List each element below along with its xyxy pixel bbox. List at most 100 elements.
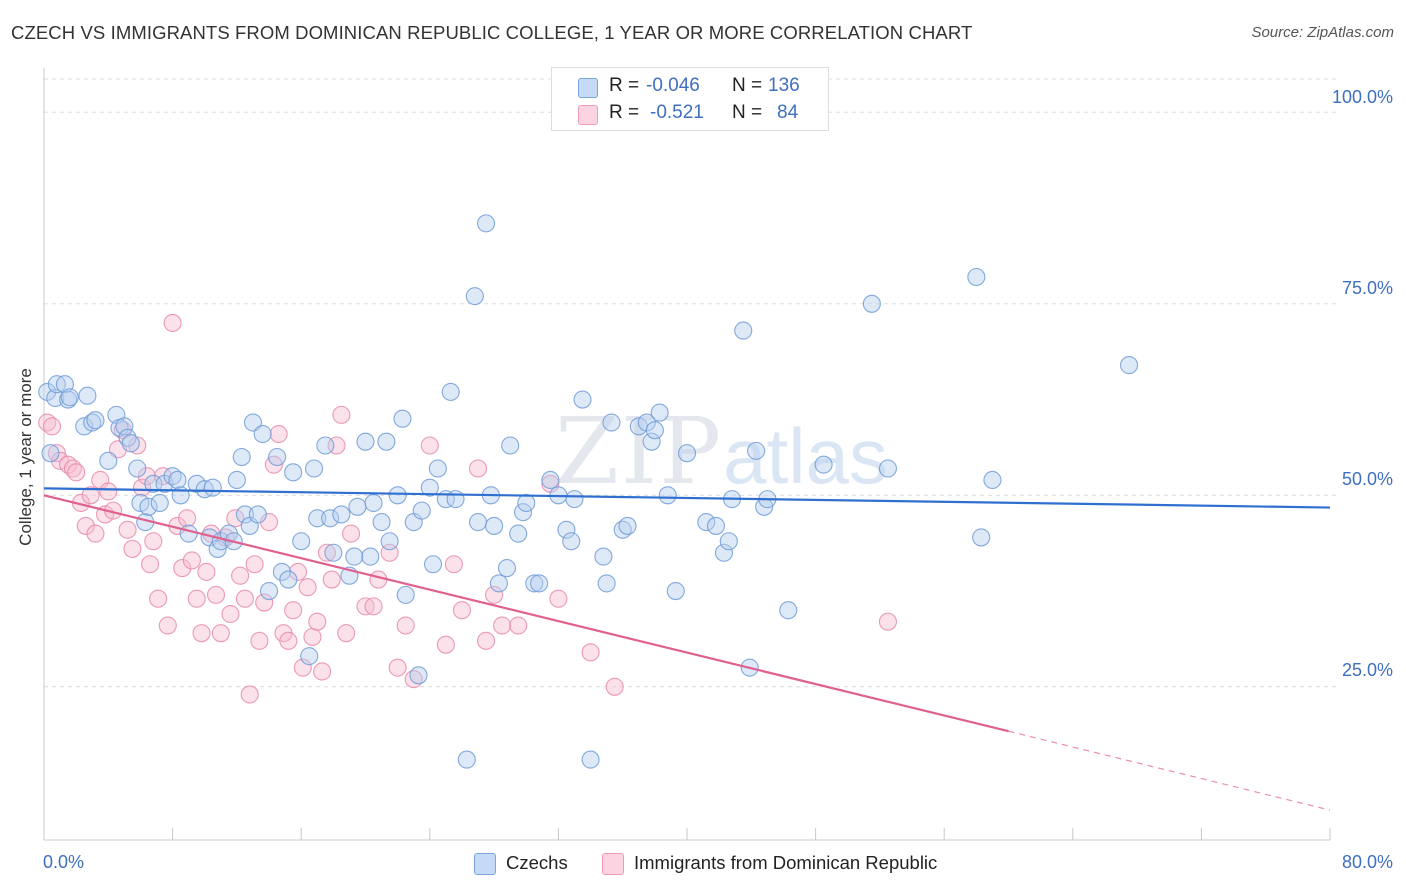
data-point bbox=[226, 509, 245, 528]
watermark-zip: ZIP bbox=[555, 398, 724, 505]
data-point bbox=[364, 597, 383, 616]
data-point bbox=[530, 574, 549, 593]
data-point bbox=[972, 528, 991, 547]
legend-row-czechs: R = -0.046 N = 136 bbox=[552, 73, 828, 101]
data-point bbox=[231, 566, 250, 585]
data-point bbox=[288, 562, 308, 581]
legend-row-dominican: R = -0.521 N = 84 bbox=[552, 100, 828, 128]
watermark: ZIPatlas bbox=[555, 398, 888, 505]
data-point bbox=[178, 509, 197, 528]
data-point bbox=[139, 497, 158, 516]
data-point bbox=[345, 547, 364, 566]
y-axis-label: College, 1 year or more bbox=[16, 368, 35, 546]
data-point bbox=[734, 321, 753, 340]
data-point bbox=[602, 413, 621, 432]
data-point bbox=[618, 516, 637, 535]
data-point bbox=[179, 524, 198, 543]
data-point bbox=[153, 467, 173, 486]
data-point bbox=[268, 447, 287, 467]
data-point bbox=[137, 467, 156, 486]
trend-line-dominican bbox=[43, 494, 1009, 733]
data-point bbox=[67, 463, 86, 482]
data-point bbox=[348, 497, 367, 516]
data-point bbox=[605, 677, 624, 696]
data-point bbox=[76, 516, 95, 535]
watermark-atlas: atlas bbox=[723, 412, 888, 500]
axes bbox=[43, 68, 1331, 841]
data-point bbox=[565, 490, 584, 509]
y-tick-label-75: 75.0% bbox=[1341, 278, 1393, 298]
data-point bbox=[128, 459, 147, 478]
data-point bbox=[485, 585, 504, 604]
data-point bbox=[412, 501, 431, 520]
data-point bbox=[878, 612, 897, 631]
data-point bbox=[305, 459, 324, 478]
data-point bbox=[337, 624, 356, 643]
data-point bbox=[158, 616, 177, 635]
data-point bbox=[645, 421, 664, 440]
data-point bbox=[118, 428, 137, 447]
data-point bbox=[477, 631, 496, 650]
data-point bbox=[232, 447, 251, 467]
legend-label-czechs: Czechs bbox=[506, 852, 568, 873]
data-point bbox=[642, 432, 661, 451]
data-point bbox=[594, 547, 613, 566]
data-point bbox=[562, 532, 581, 551]
data-point bbox=[227, 470, 246, 490]
data-point bbox=[420, 436, 439, 455]
data-point bbox=[361, 547, 380, 566]
data-point bbox=[497, 559, 517, 578]
data-point bbox=[714, 543, 734, 562]
data-point bbox=[967, 267, 986, 287]
data-point bbox=[541, 470, 560, 490]
data-point bbox=[658, 486, 677, 505]
legend-swatch-czechs bbox=[474, 853, 496, 875]
data-point bbox=[293, 658, 312, 677]
data-point bbox=[779, 601, 798, 620]
legend-n-label: N = bbox=[732, 102, 763, 123]
data-point bbox=[182, 551, 201, 570]
data-point bbox=[324, 543, 343, 562]
data-point bbox=[248, 505, 267, 524]
data-point bbox=[372, 513, 391, 532]
data-point bbox=[60, 388, 79, 407]
data-point bbox=[706, 516, 725, 535]
data-point bbox=[650, 403, 669, 422]
data-point bbox=[141, 555, 160, 574]
data-point bbox=[303, 627, 322, 647]
data-point bbox=[99, 482, 118, 501]
data-point bbox=[388, 658, 407, 677]
data-point bbox=[115, 417, 134, 436]
data-point bbox=[144, 532, 163, 551]
data-point bbox=[441, 382, 460, 401]
legend-swatch-dominican bbox=[602, 853, 624, 875]
data-point bbox=[457, 750, 476, 769]
x-tick-label-min: 0.0% bbox=[43, 852, 85, 872]
data-point bbox=[235, 589, 254, 608]
data-point bbox=[477, 214, 496, 233]
data-point bbox=[468, 459, 488, 478]
trend-line-czechs bbox=[43, 487, 1331, 509]
data-point bbox=[380, 532, 399, 551]
data-point bbox=[485, 516, 504, 535]
data-point bbox=[150, 493, 169, 513]
data-point bbox=[509, 524, 528, 543]
data-point bbox=[393, 409, 412, 428]
legend-n-label: N = bbox=[732, 75, 763, 96]
data-point bbox=[581, 750, 600, 769]
data-point bbox=[489, 574, 508, 593]
series-legend: Czechs Immigrants from Dominican Republi… bbox=[0, 852, 1406, 876]
data-point bbox=[192, 624, 211, 643]
data-point bbox=[697, 513, 716, 532]
data-point bbox=[221, 604, 240, 624]
data-point bbox=[677, 444, 697, 463]
legend-r-label: R = bbox=[609, 102, 640, 123]
data-point bbox=[444, 555, 463, 574]
data-point bbox=[322, 570, 341, 589]
data-point bbox=[549, 589, 568, 608]
data-point bbox=[81, 486, 100, 505]
stats-legend: R = -0.046 N = 136 R = -0.521 N = 84 bbox=[551, 67, 829, 131]
data-point bbox=[123, 539, 142, 558]
data-point bbox=[377, 432, 396, 451]
